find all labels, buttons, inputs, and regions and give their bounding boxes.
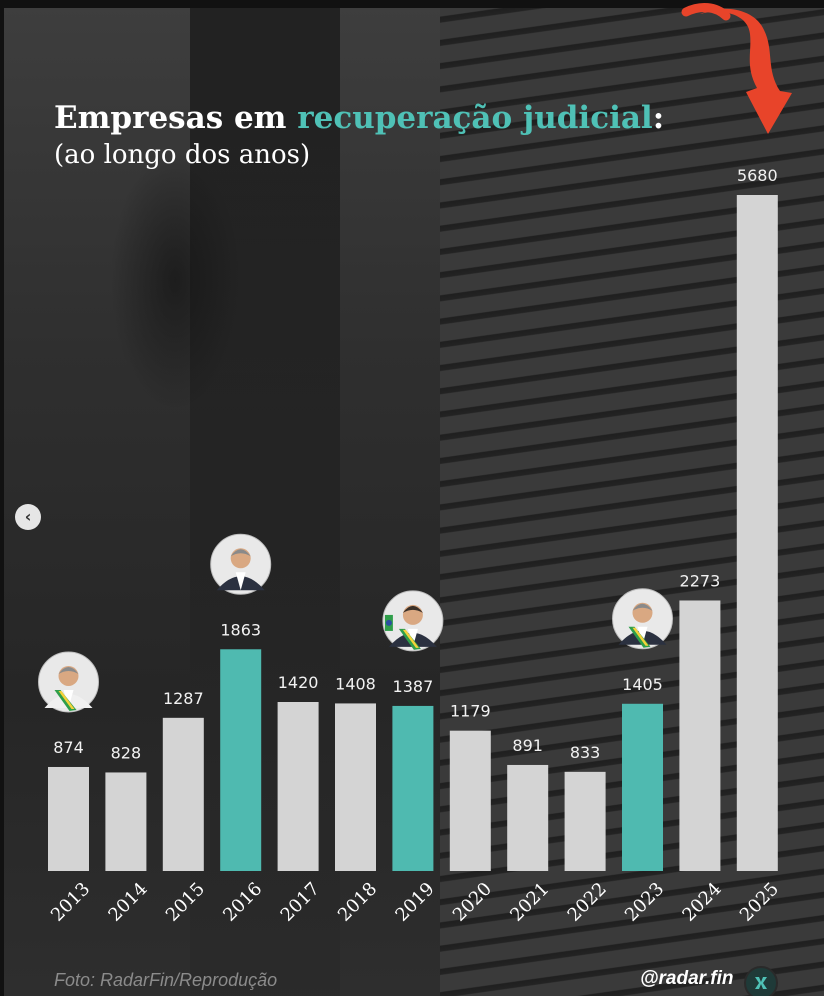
president-avatar-2019 xyxy=(382,590,444,652)
avatars-group xyxy=(38,533,673,713)
title-part-1: Empresas em xyxy=(54,100,298,136)
x-tick-label-2025: 2025 xyxy=(736,878,783,925)
top-border xyxy=(0,0,824,8)
bar-2025 xyxy=(736,195,778,871)
bar-value-label-2024: 2273 xyxy=(680,571,721,590)
photo-credit: Foto: RadarFin/Reprodução xyxy=(54,970,278,990)
bar-value-label-2021: 891 xyxy=(512,736,543,755)
x-tick-label-2013: 2013 xyxy=(47,878,94,925)
president-avatar-2023 xyxy=(612,588,673,650)
bar-value-label-2022: 833 xyxy=(570,743,601,762)
background-photo-tree xyxy=(110,150,240,410)
x-tick-label-2016: 2016 xyxy=(219,878,266,925)
carousel-prev-button[interactable]: ‹ xyxy=(15,504,41,530)
bar-value-label-2020: 1179 xyxy=(450,702,491,721)
bar-2013 xyxy=(48,766,89,871)
chart-subtitle: (ao longo dos anos) xyxy=(54,140,311,170)
x-tick-label-2023: 2023 xyxy=(621,878,668,925)
president-avatar-2016 xyxy=(210,533,272,595)
social-handle[interactable]: @radar.fin xyxy=(640,968,734,989)
x-tick-label-2014: 2014 xyxy=(104,878,151,925)
bars-group: 874 2013 828 2014 1287 2015 1863 2016 1420 2017 14… xyxy=(47,166,783,926)
x-tick-label-2015: 2015 xyxy=(162,878,209,925)
bar-2021 xyxy=(507,764,549,871)
bar-2024 xyxy=(679,600,721,871)
bar-2023 xyxy=(622,703,663,871)
bar-2014 xyxy=(105,772,147,871)
title-accent: recuperação judicial xyxy=(297,100,653,136)
bar-2022 xyxy=(564,771,606,871)
bar-value-label-2018: 1408 xyxy=(335,674,376,693)
x-tick-label-2024: 2024 xyxy=(678,878,725,925)
curved-arrow-down-icon xyxy=(681,3,792,134)
bar-2020 xyxy=(449,730,491,871)
bar-2018 xyxy=(335,703,376,871)
left-border xyxy=(0,0,4,996)
bar-value-label-2019: 1387 xyxy=(393,677,434,696)
bar-value-label-2016: 1863 xyxy=(220,620,261,639)
bar-value-label-2017: 1420 xyxy=(278,673,319,692)
bar-value-label-2023: 1405 xyxy=(622,675,663,694)
bar-value-label-2025: 5680 xyxy=(737,166,778,185)
president-avatar-2013 xyxy=(38,651,99,713)
bar-2016 xyxy=(220,649,262,871)
radar-logo-icon xyxy=(744,966,778,996)
x-tick-label-2019: 2019 xyxy=(391,878,438,925)
x-tick-label-2022: 2022 xyxy=(564,878,611,925)
chevron-left-icon: ‹ xyxy=(24,507,32,526)
title-part-2: : xyxy=(652,100,665,136)
bar-value-label-2014: 828 xyxy=(111,743,142,762)
bar-2015 xyxy=(162,717,204,871)
bar-2019 xyxy=(392,705,434,871)
bar-2017 xyxy=(277,702,319,871)
x-tick-label-2021: 2021 xyxy=(506,878,553,925)
x-tick-label-2020: 2020 xyxy=(449,878,496,925)
x-tick-label-2017: 2017 xyxy=(277,878,324,925)
x-tick-label-2018: 2018 xyxy=(334,878,381,925)
chart-title: Empresas em recuperação judicial: xyxy=(54,100,664,136)
bar-value-label-2015: 1287 xyxy=(163,689,204,708)
bar-value-label-2013: 874 xyxy=(53,738,84,757)
